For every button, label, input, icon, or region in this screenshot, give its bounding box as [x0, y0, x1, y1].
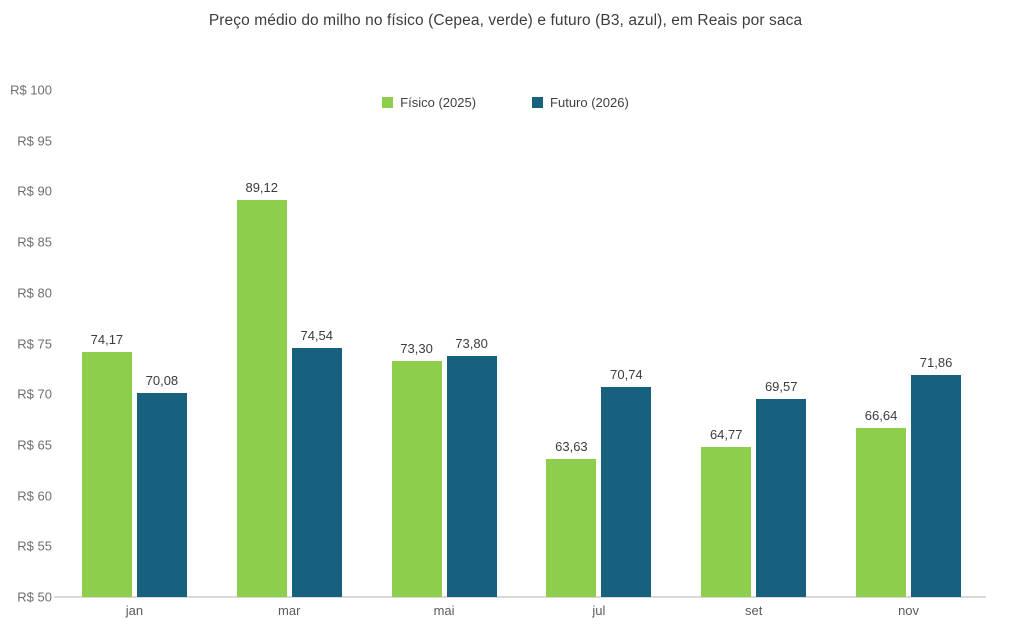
y-axis-tick-label: R$ 80	[17, 285, 52, 301]
x-axis-category-label: mai	[433, 603, 455, 618]
x-axis-category-label: jul	[592, 603, 606, 618]
bar-value-label: 74,54	[300, 328, 334, 344]
bar-groups: 74,17 70,08 89,12 74,54 73,30 73,80 63,63 70,74…	[57, 90, 986, 597]
y-axis-tick-label: R$ 90	[17, 183, 52, 199]
plot-area: 74,17 70,08 89,12 74,54 73,30 73,80 63,63 70,74…	[54, 90, 986, 598]
bar-group: 73,30 73,80	[367, 90, 522, 597]
bar-futuro: 71,86	[911, 355, 962, 597]
bar-futuro: 70,08	[136, 373, 187, 597]
x-axis-line	[54, 596, 986, 598]
chart-legend: Físico (2025) Futuro (2026)	[0, 95, 1011, 110]
bar-futuro: 69,57	[756, 379, 807, 597]
bar-value-label: 69,57	[764, 378, 798, 394]
x-axis-category-label: set	[745, 603, 763, 618]
bar-futuro: 74,54	[291, 328, 342, 597]
x-axis-category-label: mar	[278, 603, 301, 618]
bar-group: 66,64 71,86	[831, 90, 986, 597]
y-axis-tick-label: R$ 65	[17, 437, 52, 453]
bar-group: 63,63 70,74	[521, 90, 676, 597]
legend-swatch-icon	[532, 97, 544, 108]
bar-value-label: 89,12	[245, 180, 279, 196]
bar-value-label: 73,30	[400, 340, 433, 356]
bar-futuro: 70,74	[601, 367, 652, 597]
x-axis-labels: jan mar mai jul set nov	[57, 603, 986, 618]
legend-label: Físico (2025)	[400, 95, 477, 110]
y-axis-tick-label: R$ 95	[17, 133, 52, 149]
legend-item-fisico: Físico (2025)	[382, 95, 476, 110]
bar-futuro: 73,80	[446, 336, 497, 597]
bar-fisico: 74,17	[81, 332, 132, 597]
bar-value-label: 63,63	[555, 438, 588, 454]
bar-value-label: 71,86	[919, 355, 953, 371]
bar-value-label: 66,64	[864, 408, 898, 424]
bar-value-label: 64,77	[709, 427, 743, 443]
bar-group: 89,12 74,54	[212, 90, 367, 597]
legend-swatch-icon	[382, 97, 394, 108]
x-axis-category-label: nov	[898, 603, 920, 618]
y-axis-tick-label: R$ 50	[17, 589, 52, 605]
bar-value-label: 73,80	[455, 335, 488, 351]
y-axis-tick-label: R$ 60	[17, 488, 52, 504]
bar-value-label: 70,74	[610, 366, 643, 382]
y-axis-tick-label: R$ 70	[17, 386, 52, 402]
bar-fisico: 73,30	[391, 341, 442, 597]
x-axis-category-label: jan	[125, 603, 144, 618]
legend-label: Futuro (2026)	[550, 95, 629, 110]
y-axis: R$ 100 R$ 95 R$ 90 R$ 85 R$ 80 R$ 75 R$ 70 R$ 6…	[0, 83, 52, 605]
bar-group: 64,77 69,57	[676, 90, 831, 597]
bar-group: 74,17 70,08	[57, 90, 212, 597]
bar-fisico: 64,77	[701, 427, 752, 597]
bar-fisico: 66,64	[856, 408, 907, 597]
bar-value-label: 70,08	[145, 373, 179, 389]
chart-title: Preço médio do milho no físico (Cepea, v…	[208, 12, 803, 29]
y-axis-tick-label: R$ 100	[10, 82, 52, 98]
bar-fisico: 63,63	[546, 439, 597, 597]
bar-value-label: 74,17	[90, 331, 124, 347]
y-axis-tick-label: R$ 55	[17, 538, 52, 554]
y-axis-tick-label: R$ 85	[17, 234, 52, 250]
bar-fisico: 89,12	[236, 180, 287, 597]
legend-item-futuro: Futuro (2026)	[532, 95, 629, 110]
y-axis-tick-label: R$ 75	[17, 336, 52, 351]
